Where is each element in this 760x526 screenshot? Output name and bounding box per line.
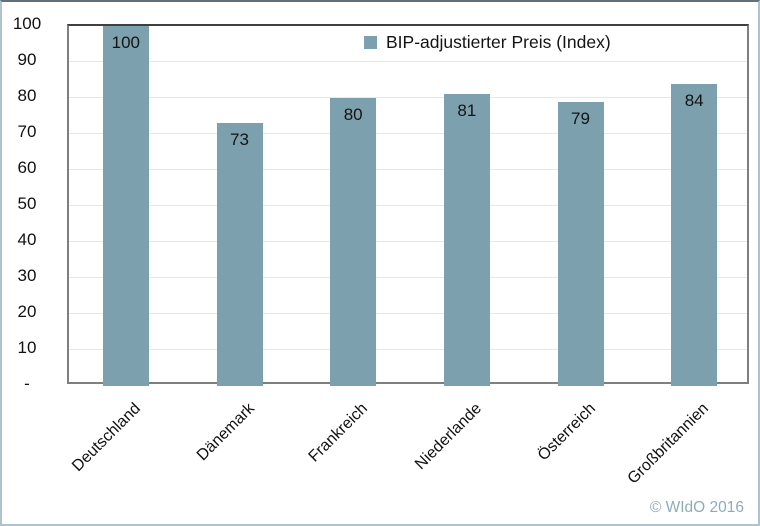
plot-area: 100 73 80 81 79 84: [67, 24, 749, 386]
y-tick-label: 70: [17, 122, 37, 141]
bar-value-label: 73: [230, 130, 249, 150]
copyright-text: © WIdO 2016: [649, 499, 744, 516]
x-tick-label: Niederlande: [411, 400, 485, 474]
y-tick-label: 90: [17, 50, 37, 69]
gridline: [69, 277, 747, 278]
gridline: [69, 313, 747, 314]
bar-niederlande: [443, 94, 490, 386]
y-tick-label: 100: [12, 14, 42, 33]
legend-label: BIP-adjustierter Preis (Index): [386, 32, 611, 52]
bar-value-label: 79: [571, 108, 590, 128]
x-tick-label: Deutschland: [68, 400, 144, 475]
x-tick-label: Österreich: [534, 400, 599, 465]
y-tick-label: -: [24, 374, 30, 393]
bar-österreich: [557, 101, 604, 386]
gridline: [69, 61, 747, 62]
legend-color-swatch: [364, 36, 377, 49]
y-tick-label: 20: [17, 302, 37, 321]
bar-großbritannien: [671, 83, 718, 386]
bar-value-label: 100: [111, 33, 141, 52]
bar-value-label: 84: [684, 90, 704, 110]
y-tick-label: 30: [17, 266, 37, 285]
gridline: [69, 169, 747, 170]
bar-value-label: 80: [343, 105, 363, 124]
gridline: [69, 349, 747, 350]
bar-frankreich: [330, 98, 377, 386]
x-tick-label: Dänemark: [193, 400, 258, 465]
gridline: [69, 205, 747, 206]
y-tick-label: 40: [17, 230, 37, 249]
bar-deutschland: [102, 26, 149, 386]
y-tick-label: 80: [17, 86, 37, 105]
bar-dänemark: [216, 123, 263, 386]
gridline: [69, 133, 747, 134]
legend: BIP-adjustierter Preis (Index): [364, 32, 611, 53]
y-tick-label: 50: [17, 194, 37, 213]
y-tick-label: 60: [17, 158, 37, 177]
x-tick-label: Frankreich: [305, 400, 372, 466]
bar-value-label: 81: [457, 101, 477, 121]
gridline: [69, 241, 747, 242]
gridline: [69, 97, 747, 98]
y-tick-label: 10: [17, 338, 37, 357]
